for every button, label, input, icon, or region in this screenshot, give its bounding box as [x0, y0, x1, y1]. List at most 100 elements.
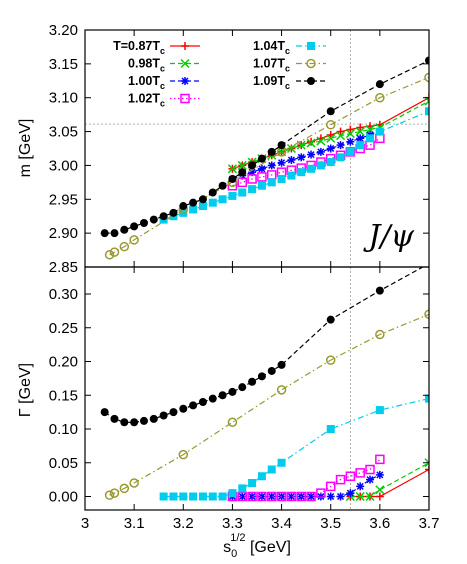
mass-panel: 2.85 2.90 2.95 3.00 3.05 3.10 3.15 3.20 m [GeV]…: [17, 22, 430, 276]
mass-point-1-07tc: [104, 250, 115, 260]
width-point-1-04tc: [218, 492, 227, 501]
x-tick-label: 3.7: [419, 515, 440, 532]
legend-marker: [306, 58, 316, 69]
x-axis-title: s0 1/2 [GeV]: [223, 532, 291, 560]
legend-label: T=0.87Tc: [113, 39, 165, 56]
x-axis-ticks: 3 3.1 3.2 3.3 3.4 3.5 3.6 3.7: [81, 515, 440, 532]
mass-point-1-09tc: [110, 229, 119, 238]
mass-point-0-98tc: [424, 96, 429, 106]
mass-point-1-09tc: [208, 188, 217, 197]
legend-label-main: 1.04T: [253, 39, 285, 53]
width-point-1-07tc: [276, 385, 287, 395]
x-axis-title-sub: 0: [231, 548, 237, 560]
width-point-1-09tc: [326, 315, 335, 324]
width-point-1-07tc: [109, 488, 120, 498]
mass-point-1-02tc: [257, 172, 267, 182]
legend-label-main: T=0.87T: [113, 39, 160, 53]
mass-point-1-00tc: [277, 158, 286, 167]
legend-item-1-00tc: 1.00Tc: [128, 74, 200, 91]
legend-marker: [181, 77, 189, 85]
width-line-1-02tc: [232, 458, 381, 498]
mass-point-1-00tc: [267, 161, 276, 170]
mass-point-1-09tc: [277, 141, 286, 150]
width-point-1-04tc: [208, 492, 217, 501]
mass-point-t-0-87tc: [336, 127, 345, 136]
width-panel: 0.000.050.100.150.200.250.30 3 3.1 3.2 3.3 3…: [17, 266, 440, 560]
width-point-1-00tc: [336, 492, 345, 501]
x-axis-title-main: s: [223, 539, 231, 556]
mass-point-1-04tc: [326, 158, 335, 167]
width-point-1-00tc: [375, 470, 384, 479]
mass-point-1-00tc: [336, 141, 345, 150]
width-point-1-09tc: [257, 372, 266, 381]
legend-item-1-09tc: 1.09Tc: [253, 74, 326, 91]
width-point-1-09tc: [198, 398, 207, 406]
mass-point-1-09tc: [238, 168, 247, 177]
legend-marker: [180, 58, 190, 69]
width-point-1-00tc: [248, 492, 257, 501]
mass-point-1-04tc: [189, 205, 198, 214]
legend-label-sub: c: [285, 46, 290, 56]
width-series-group: [100, 267, 429, 502]
mass-point-1-09tc: [228, 174, 237, 183]
width-point-1-02tc: [335, 474, 346, 485]
mass-point-1-02tc: [247, 174, 257, 184]
mass-y-tick-label: 2.85: [49, 259, 78, 276]
mass-point-0-98tc: [326, 133, 336, 143]
mass-point-1-07tc: [109, 247, 120, 257]
mass-point-1-04tc: [375, 127, 384, 136]
width-series-1-09tc: [100, 267, 429, 427]
width-point-1-09tc: [238, 383, 247, 392]
width-point-1-09tc: [159, 411, 168, 420]
width-point-1-04tc: [198, 492, 207, 501]
mass-point-t-0-87tc: [356, 123, 365, 132]
legend-item-t-0-87tc: T=0.87Tc: [113, 39, 200, 56]
mass-line-1-00tc: [232, 131, 381, 180]
mass-point-0-98tc: [316, 136, 326, 146]
legend-label: 1.04Tc: [253, 39, 290, 56]
legend-label-main: 0.98T: [128, 57, 160, 71]
mass-point-1-04tc: [346, 147, 355, 156]
width-point-1-07tc: [129, 478, 139, 488]
width-point-1-04tc: [189, 492, 198, 501]
width-y-tick-label: 0.15: [49, 387, 78, 404]
mass-point-1-09tc: [267, 147, 276, 156]
width-y-tick-label: 0.00: [49, 489, 78, 506]
mass-point-1-04tc: [257, 181, 266, 190]
mass-point-1-00tc: [257, 164, 266, 173]
width-plot-frame: [84, 266, 430, 511]
width-point-1-02tc: [306, 491, 316, 502]
width-point-1-07tc: [325, 355, 336, 365]
mass-point-1-02tc: [237, 177, 248, 188]
mass-point-1-09tc: [375, 80, 384, 89]
legend-label: 1.00Tc: [128, 74, 165, 91]
legend-label-sub: c: [160, 46, 165, 56]
width-point-1-09tc: [218, 391, 227, 400]
mass-series-1-09tc: [100, 56, 429, 238]
mass-point-1-04tc: [228, 191, 237, 200]
width-y-ticks: 0.00 0.05 0.10 0.15 0.20 0.25 0.30: [49, 267, 430, 510]
width-point-t-0-87tc: [375, 492, 384, 501]
width-y-tick-label: 0.05: [49, 455, 78, 472]
x-tick-label: 3: [81, 515, 89, 532]
x-tick-label: 3.2: [173, 515, 194, 532]
width-line-1-07tc: [109, 313, 429, 496]
legend-label-sub: c: [160, 81, 165, 91]
width-series-1-02tc: [227, 454, 385, 502]
width-point-1-02tc: [325, 481, 336, 492]
width-point-1-09tc: [179, 404, 188, 413]
legend-marker: [307, 42, 315, 50]
mass-point-1-09tc: [139, 218, 148, 227]
mass-point-0-98tc: [237, 160, 247, 170]
width-series-1-04tc: [159, 394, 429, 501]
width-y-tick-label: 0.30: [49, 286, 78, 303]
mass-point-1-07tc: [119, 241, 130, 252]
mass-y-ticks: 2.85 2.90 2.95 3.00 3.05 3.10 3.15 3.20: [49, 22, 430, 276]
mass-point-1-00tc: [297, 153, 306, 162]
mass-point-1-07tc: [325, 120, 336, 130]
mass-point-1-04tc: [208, 198, 217, 207]
width-point-1-09tc: [228, 387, 237, 396]
x-tick-label: 3.3: [222, 515, 243, 532]
mass-point-1-04tc: [366, 134, 375, 143]
